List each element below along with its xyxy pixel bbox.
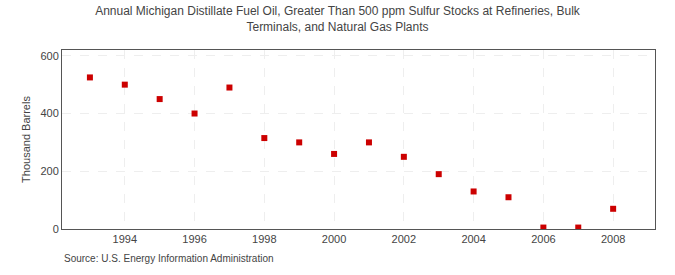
svg-text:2006: 2006 [531, 233, 555, 245]
svg-text:Annual Michigan Distillate Fue: Annual Michigan Distillate Fuel Oil, Gre… [95, 4, 581, 34]
svg-text:Source: U.S. Energy Informatio: Source: U.S. Energy Information Administ… [64, 253, 274, 264]
svg-text:200: 200 [40, 165, 58, 177]
svg-text:400: 400 [40, 107, 58, 119]
svg-text:2008: 2008 [601, 233, 625, 245]
svg-text:2002: 2002 [392, 233, 416, 245]
svg-text:1998: 1998 [252, 233, 276, 245]
svg-text:2004: 2004 [461, 233, 485, 245]
svg-text:2000: 2000 [322, 233, 346, 245]
svg-text:1996: 1996 [182, 233, 206, 245]
svg-text:Thousand Barrels: Thousand Barrels [20, 96, 32, 183]
svg-text:0: 0 [53, 223, 59, 235]
svg-text:1994: 1994 [113, 233, 137, 245]
svg-text:600: 600 [40, 50, 58, 62]
